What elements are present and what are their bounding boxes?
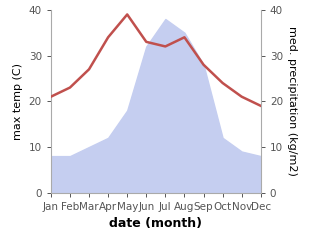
Y-axis label: max temp (C): max temp (C) [13, 63, 23, 140]
Y-axis label: med. precipitation (kg/m2): med. precipitation (kg/m2) [287, 26, 297, 176]
X-axis label: date (month): date (month) [109, 217, 202, 230]
